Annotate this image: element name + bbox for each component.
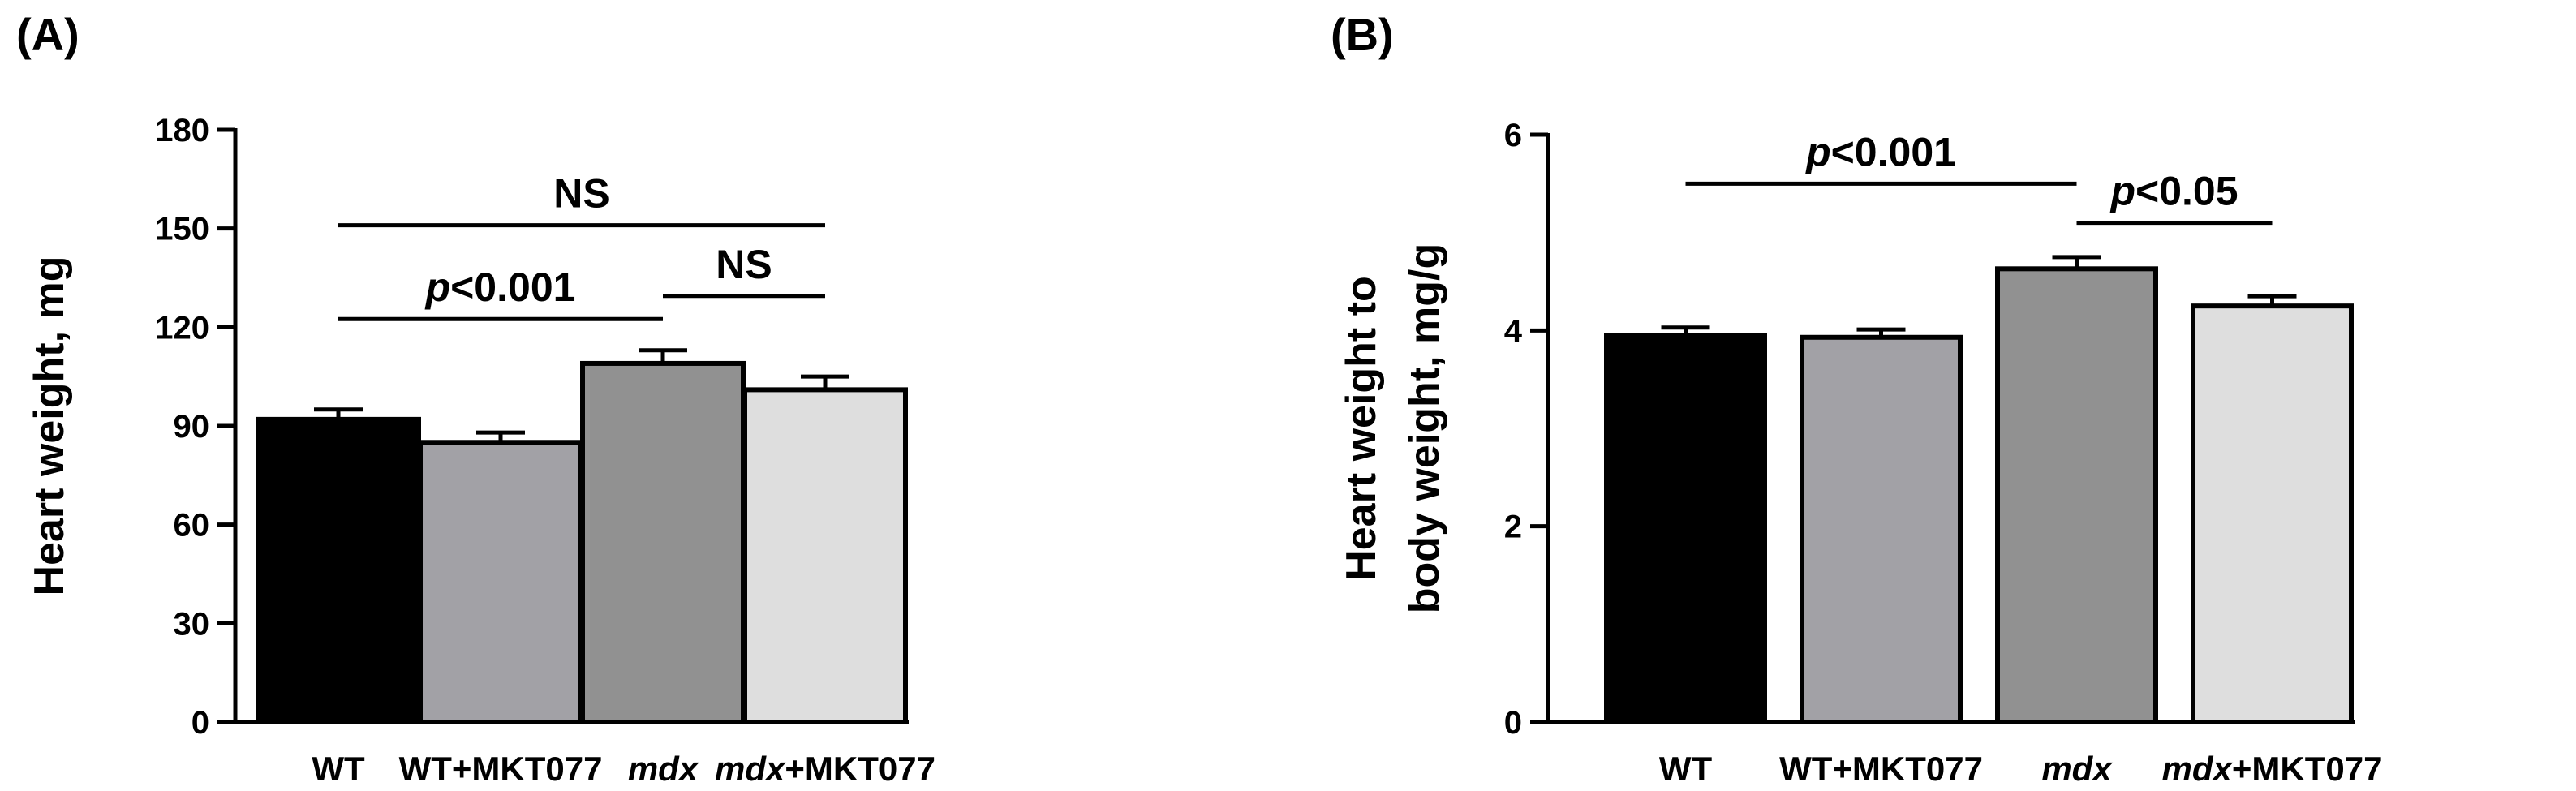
x-tick-label: mdx+MKT077: [715, 750, 935, 788]
significance-label: p<0.05: [2109, 169, 2238, 214]
significance-label: p<0.001: [1804, 129, 1956, 174]
y-tick-label: 180: [155, 113, 209, 148]
y-tick-label: 120: [155, 310, 209, 346]
bar-WT: [1604, 333, 1767, 724]
bar-WT+MKT077: [1800, 334, 1963, 724]
x-tick-label: WT+MKT077: [1779, 750, 1983, 788]
significance-label: NS: [716, 242, 772, 287]
y-tick-label: 60: [174, 508, 210, 544]
x-tick-label: mdx: [628, 750, 699, 788]
y-tick-label: 0: [191, 705, 209, 741]
x-tick-label: mdx: [2041, 750, 2113, 788]
y-tick-label: 90: [174, 409, 210, 445]
y-tick-label: 150: [155, 212, 209, 247]
panel-label: (B): [1331, 9, 1394, 60]
bar-mdx: [1995, 266, 2158, 724]
chart-panel-1: (A) 0 30 60 90 120 150 180 Heart weight, mg WT WT+…: [16, 9, 935, 788]
y-tick-label: 4: [1504, 313, 1523, 349]
significance-label: p<0.001: [424, 264, 576, 310]
significance-label: NS: [553, 171, 609, 217]
y-axis-title: Heart weight to: [1338, 276, 1385, 581]
chart-panel-2: (B) 0 2 4 6 Heart weight to body weight, mg/g W…: [1331, 9, 2382, 788]
bar-mdx+MKT077: [2191, 303, 2354, 724]
x-tick-label: WT: [312, 750, 365, 788]
y-axis-title: body weight, mg/g: [1401, 243, 1448, 613]
x-tick-label: WT: [1659, 750, 1713, 788]
x-tick-label: mdx+MKT077: [2162, 750, 2383, 788]
y-tick-label: 2: [1504, 509, 1522, 545]
bar-WT: [256, 416, 421, 725]
y-tick-label: 0: [1504, 705, 1522, 741]
x-tick-label: WT+MKT077: [399, 750, 603, 788]
y-axis-title: Heart weight, mg: [26, 256, 73, 596]
y-tick-label: 6: [1504, 118, 1522, 153]
bar-mdx: [580, 360, 746, 724]
bar-WT+MKT077: [418, 440, 583, 724]
panel-label: (A): [16, 9, 80, 60]
y-tick-label: 30: [174, 606, 210, 642]
bar-mdx+MKT077: [742, 387, 908, 724]
